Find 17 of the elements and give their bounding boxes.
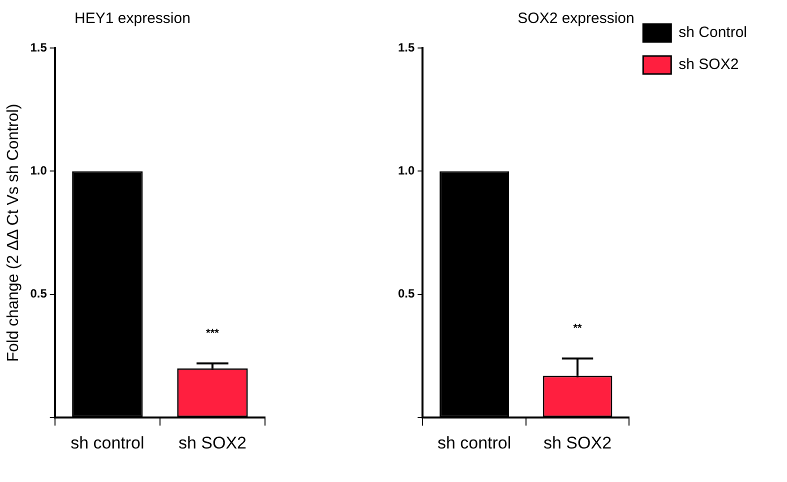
chart-title: SOX2 expression [518, 10, 634, 28]
y-tick-label: 0.5 [30, 286, 48, 301]
y-axis-title: Fold change (2 ΔΔ Ct Vs sh Control) [5, 104, 22, 362]
y-tick-label: 1.0 [398, 164, 415, 178]
y-tick-label: 0.5 [398, 286, 415, 301]
annotation: ** [573, 322, 583, 334]
y-tick-label: 1.0 [30, 164, 48, 178]
chart-title: HEY1 expression [74, 10, 190, 28]
y-tick-label: 1.5 [398, 40, 415, 54]
legend-label: sh Control [678, 24, 748, 42]
x-tick-label: sh control [70, 433, 144, 452]
x-tick-label: sh control [437, 433, 512, 452]
x-tick-label: sh SOX2 [544, 433, 612, 452]
y-tick-label: 1.5 [30, 40, 48, 54]
legend-label: sh SOX2 [678, 56, 739, 74]
annotation: *** [206, 327, 220, 340]
x-tick-label: sh SOX2 [178, 433, 246, 452]
